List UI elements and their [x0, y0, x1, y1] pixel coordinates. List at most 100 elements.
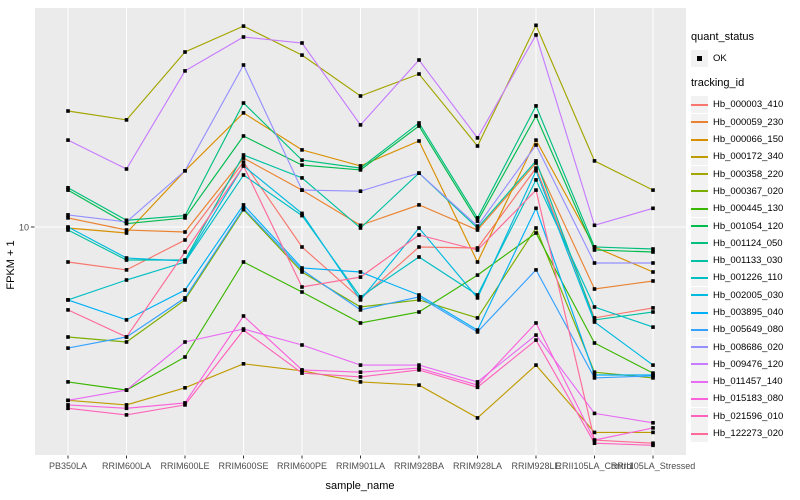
legend-item-tracking: Hb_005649_080 [691, 321, 799, 339]
data-point [66, 403, 70, 407]
data-point [651, 306, 655, 310]
data-point [592, 287, 597, 291]
data-point [358, 370, 363, 374]
data-point [241, 362, 246, 366]
data-point [66, 346, 70, 350]
data-point [183, 288, 187, 292]
data-point [592, 376, 597, 380]
data-point [66, 109, 70, 113]
data-point [300, 371, 304, 375]
data-point [358, 305, 363, 309]
data-point [475, 228, 480, 232]
legend-line-swatch [691, 190, 708, 193]
legend-item-label: Hb_001226_110 [713, 272, 783, 284]
data-point [183, 216, 187, 220]
legend-item-label: Hb_000059_230 [713, 116, 784, 128]
data-point [651, 421, 655, 425]
legend-item-label: Hb_005649_080 [713, 324, 784, 336]
legend-key-box [691, 373, 708, 391]
data-point [183, 296, 187, 300]
legend-key-box [691, 355, 708, 373]
data-point [124, 220, 129, 224]
ok-point-marker-icon [697, 56, 702, 61]
x-tick-label: RRIM600SE [218, 461, 268, 471]
data-point [183, 340, 187, 344]
data-point [475, 416, 480, 420]
data-point [241, 153, 246, 157]
data-point [651, 270, 655, 274]
data-point [300, 158, 304, 162]
data-point [124, 268, 129, 272]
legend-item-tracking: Hb_009476_120 [691, 355, 799, 373]
data-point [124, 403, 129, 407]
data-point [417, 295, 421, 299]
data-point [592, 441, 597, 445]
data-point [592, 318, 597, 322]
legend-item-label: Hb_000358_220 [713, 168, 784, 180]
data-point [183, 298, 187, 302]
data-point [358, 94, 363, 98]
data-point [651, 325, 655, 329]
legend-item-tracking: Hb_001124_050 [691, 234, 799, 252]
legend-line-swatch [691, 346, 708, 349]
data-point [651, 363, 655, 367]
data-point [300, 285, 304, 289]
data-point [534, 321, 538, 325]
data-point [475, 248, 480, 252]
data-point [417, 203, 421, 207]
data-point [534, 166, 538, 170]
data-point [651, 188, 655, 192]
data-point [651, 261, 655, 265]
data-point [651, 374, 655, 378]
legend-line-swatch [691, 276, 708, 279]
legend: quant_status OK tracking_id Hb_000003_41… [691, 27, 799, 443]
data-point [358, 295, 363, 299]
data-point [241, 160, 246, 164]
data-point [66, 188, 70, 192]
data-point [475, 144, 480, 148]
data-point [300, 176, 304, 180]
x-tick-label: RRIM600LE [160, 461, 209, 471]
x-tick-label: RRII105LA_Control [555, 461, 633, 471]
legend-line-swatch [691, 103, 708, 106]
data-point [475, 273, 480, 277]
legend-item-label: Hb_000172_340 [713, 151, 784, 163]
legend-item-label: Hb_122273_020 [713, 428, 784, 440]
data-point [417, 139, 421, 143]
data-point [475, 246, 480, 250]
data-point [124, 335, 129, 339]
data-point [241, 314, 246, 318]
data-point [241, 24, 246, 28]
legend-key-box [691, 407, 708, 425]
data-point [358, 270, 363, 274]
data-point [66, 298, 70, 302]
legend-item-tracking: Hb_021596_010 [691, 407, 799, 425]
data-point [534, 363, 538, 367]
data-point [358, 166, 363, 170]
data-point [241, 164, 246, 168]
legend-item-label: Hb_000066_150 [713, 134, 784, 146]
x-axis-title: sample_name [325, 480, 394, 492]
data-point [651, 310, 655, 314]
data-point [417, 233, 421, 237]
data-point [124, 388, 129, 392]
legend-key-box [691, 338, 708, 356]
data-point [241, 63, 246, 67]
legend-line-swatch [691, 155, 708, 158]
data-point [66, 406, 70, 411]
data-point [124, 406, 129, 411]
legend-key-box [691, 252, 708, 270]
data-point [358, 164, 363, 168]
data-point [651, 430, 655, 435]
data-point [592, 248, 597, 252]
data-point [300, 213, 304, 218]
data-point [124, 118, 129, 122]
data-point [534, 114, 538, 118]
legend-line-swatch [691, 294, 708, 297]
legend-item-label: Hb_001054_120 [713, 220, 784, 232]
legend-item-label: Hb_001124_050 [713, 237, 783, 249]
data-point [66, 228, 70, 232]
data-point [66, 216, 70, 220]
data-point [475, 136, 480, 140]
